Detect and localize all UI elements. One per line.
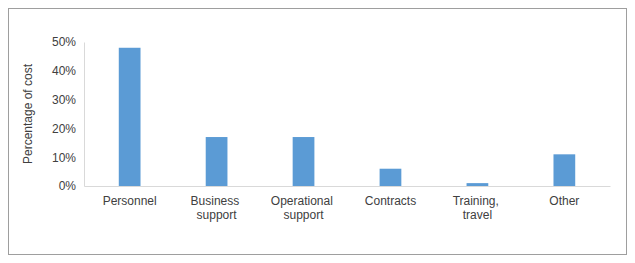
bar xyxy=(380,169,402,186)
x-tick: Other xyxy=(549,186,579,208)
y-tick-label: 10% xyxy=(52,151,76,165)
x-tick: Operational support xyxy=(271,186,336,222)
bar xyxy=(119,48,141,186)
x-tick-label: Contracts xyxy=(365,194,416,208)
y-tick: 40% xyxy=(52,64,84,78)
x-tick: Training, travel xyxy=(453,186,503,222)
chart-frame xyxy=(9,9,627,255)
y-tick-label: 40% xyxy=(52,64,76,78)
x-tick-label: Business support xyxy=(191,194,243,222)
y-tick: 20% xyxy=(52,122,84,136)
y-tick: 30% xyxy=(52,93,84,107)
y-axis-title: Percentage of cost xyxy=(21,63,35,164)
y-axis-line xyxy=(84,43,85,187)
bar xyxy=(206,137,228,186)
x-tick: Business support xyxy=(191,186,243,222)
y-tick: 10% xyxy=(52,151,84,165)
y-tick-label: 0% xyxy=(59,179,77,193)
x-axis: PersonnelBusiness supportOperational sup… xyxy=(85,186,611,222)
x-tick-label: Training, travel xyxy=(453,194,503,222)
x-tick-label-line: support xyxy=(284,208,325,222)
y-tick-label: 30% xyxy=(52,93,76,107)
bar xyxy=(553,154,575,186)
x-tick-label: Personnel xyxy=(103,194,157,208)
x-tick-label-line: Business xyxy=(191,194,243,208)
y-tick-label: 20% xyxy=(52,122,76,136)
y-tick: 0% xyxy=(59,179,84,193)
chart: 0% 10% 20% 30% 40% 50% Personnel Business suppo… xyxy=(0,0,635,263)
bar xyxy=(293,137,315,186)
x-tick-label-line: support xyxy=(197,208,238,222)
x-tick: Contracts xyxy=(365,186,416,208)
x-tick: Personnel xyxy=(103,186,157,208)
x-tick-label: Operational support xyxy=(271,194,336,222)
y-tick-label: 50% xyxy=(52,35,76,49)
y-axis: 0% 10% 20% 30% 40% 50% xyxy=(52,35,85,193)
bars xyxy=(119,48,575,186)
x-tick-label-line: travel xyxy=(463,208,492,222)
x-tick-label: Other xyxy=(549,194,579,208)
x-axis-line xyxy=(85,186,611,187)
x-tick-label-line: Operational xyxy=(271,194,336,208)
x-tick-label-line: Training, xyxy=(453,194,503,208)
bar xyxy=(467,183,489,186)
y-tick: 50% xyxy=(52,35,84,49)
